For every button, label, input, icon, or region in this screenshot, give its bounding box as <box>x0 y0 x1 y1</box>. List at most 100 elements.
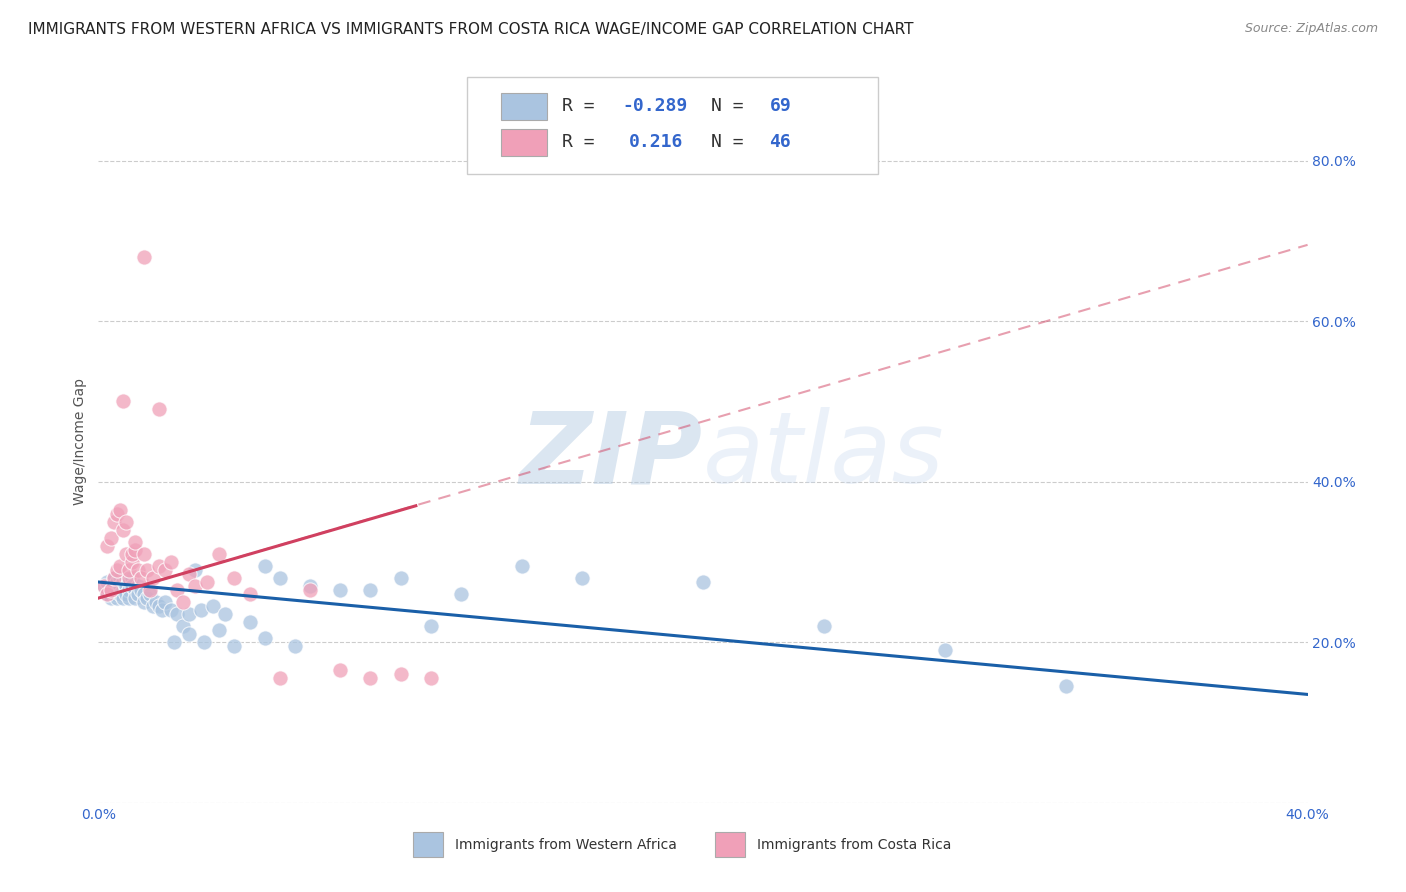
Point <box>253 632 276 646</box>
Text: N =: N = <box>711 97 755 115</box>
Point <box>129 571 152 585</box>
Point <box>114 587 136 601</box>
Point <box>420 671 443 685</box>
Text: R =: R = <box>561 97 605 115</box>
Point <box>100 583 122 598</box>
Point <box>145 595 167 609</box>
Point <box>121 571 143 585</box>
Point <box>114 515 136 529</box>
Point <box>96 574 118 589</box>
Point <box>93 579 115 593</box>
Point <box>135 591 157 605</box>
Point <box>129 583 152 598</box>
Point <box>108 558 131 574</box>
Point <box>193 635 215 649</box>
Point <box>135 563 157 577</box>
Point <box>420 619 443 633</box>
Point <box>692 574 714 589</box>
Point <box>100 583 122 598</box>
Point <box>124 542 146 557</box>
Point <box>114 579 136 593</box>
Point <box>195 574 218 589</box>
Point <box>510 558 533 574</box>
Point <box>160 603 183 617</box>
Point <box>299 583 322 598</box>
Point <box>360 583 382 598</box>
Point <box>190 603 212 617</box>
Point <box>166 607 188 621</box>
Point <box>934 643 956 657</box>
Point <box>96 587 118 601</box>
Point <box>103 587 125 601</box>
Y-axis label: Wage/Income Gap: Wage/Income Gap <box>73 378 87 505</box>
Point <box>179 607 201 621</box>
Point <box>202 599 225 614</box>
Point <box>329 664 352 678</box>
Point <box>148 402 170 417</box>
Point <box>105 574 128 589</box>
Text: atlas: atlas <box>703 408 945 505</box>
Point <box>127 587 149 601</box>
Point <box>389 571 412 585</box>
Point <box>114 571 136 585</box>
Point <box>139 587 162 601</box>
Point <box>239 587 262 601</box>
Point <box>1054 680 1077 694</box>
Point <box>253 558 276 574</box>
Point <box>118 563 141 577</box>
Point <box>153 595 176 609</box>
Text: Immigrants from Costa Rica: Immigrants from Costa Rica <box>758 838 952 852</box>
Point <box>208 623 231 637</box>
Point <box>111 574 134 589</box>
Point <box>124 534 146 549</box>
Point <box>103 515 125 529</box>
Text: 46: 46 <box>769 134 792 152</box>
Point <box>121 547 143 561</box>
Point <box>118 571 141 585</box>
Point <box>148 558 170 574</box>
Point <box>108 571 131 585</box>
Point <box>105 563 128 577</box>
Point <box>142 599 165 614</box>
Point <box>114 547 136 561</box>
Point <box>179 567 201 582</box>
Point <box>105 583 128 598</box>
Point <box>208 547 231 561</box>
Point <box>124 591 146 605</box>
Point <box>163 635 186 649</box>
Point <box>111 583 134 598</box>
Point <box>184 563 207 577</box>
Point <box>224 571 246 585</box>
Point <box>96 539 118 553</box>
Text: R =: R = <box>561 134 616 152</box>
Text: N =: N = <box>711 134 755 152</box>
Point <box>139 583 162 598</box>
Point <box>118 591 141 605</box>
Bar <box>716 831 745 857</box>
Point <box>450 587 472 601</box>
Point <box>103 571 125 585</box>
Point <box>103 579 125 593</box>
Point <box>103 571 125 585</box>
Text: Source: ZipAtlas.com: Source: ZipAtlas.com <box>1244 22 1378 36</box>
FancyBboxPatch shape <box>467 77 879 174</box>
Point <box>150 603 173 617</box>
Point <box>153 563 176 577</box>
Point <box>127 563 149 577</box>
Text: 69: 69 <box>769 97 792 115</box>
Point <box>105 591 128 605</box>
Point <box>160 555 183 569</box>
Point <box>360 671 382 685</box>
Point <box>96 587 118 601</box>
Point <box>179 627 201 641</box>
Point <box>142 571 165 585</box>
Point <box>111 394 134 409</box>
Point <box>571 571 593 585</box>
Point <box>121 579 143 593</box>
Bar <box>501 128 547 156</box>
Point <box>224 639 246 653</box>
Point <box>269 571 291 585</box>
Point <box>132 547 155 561</box>
Point <box>132 595 155 609</box>
Point <box>100 591 122 605</box>
